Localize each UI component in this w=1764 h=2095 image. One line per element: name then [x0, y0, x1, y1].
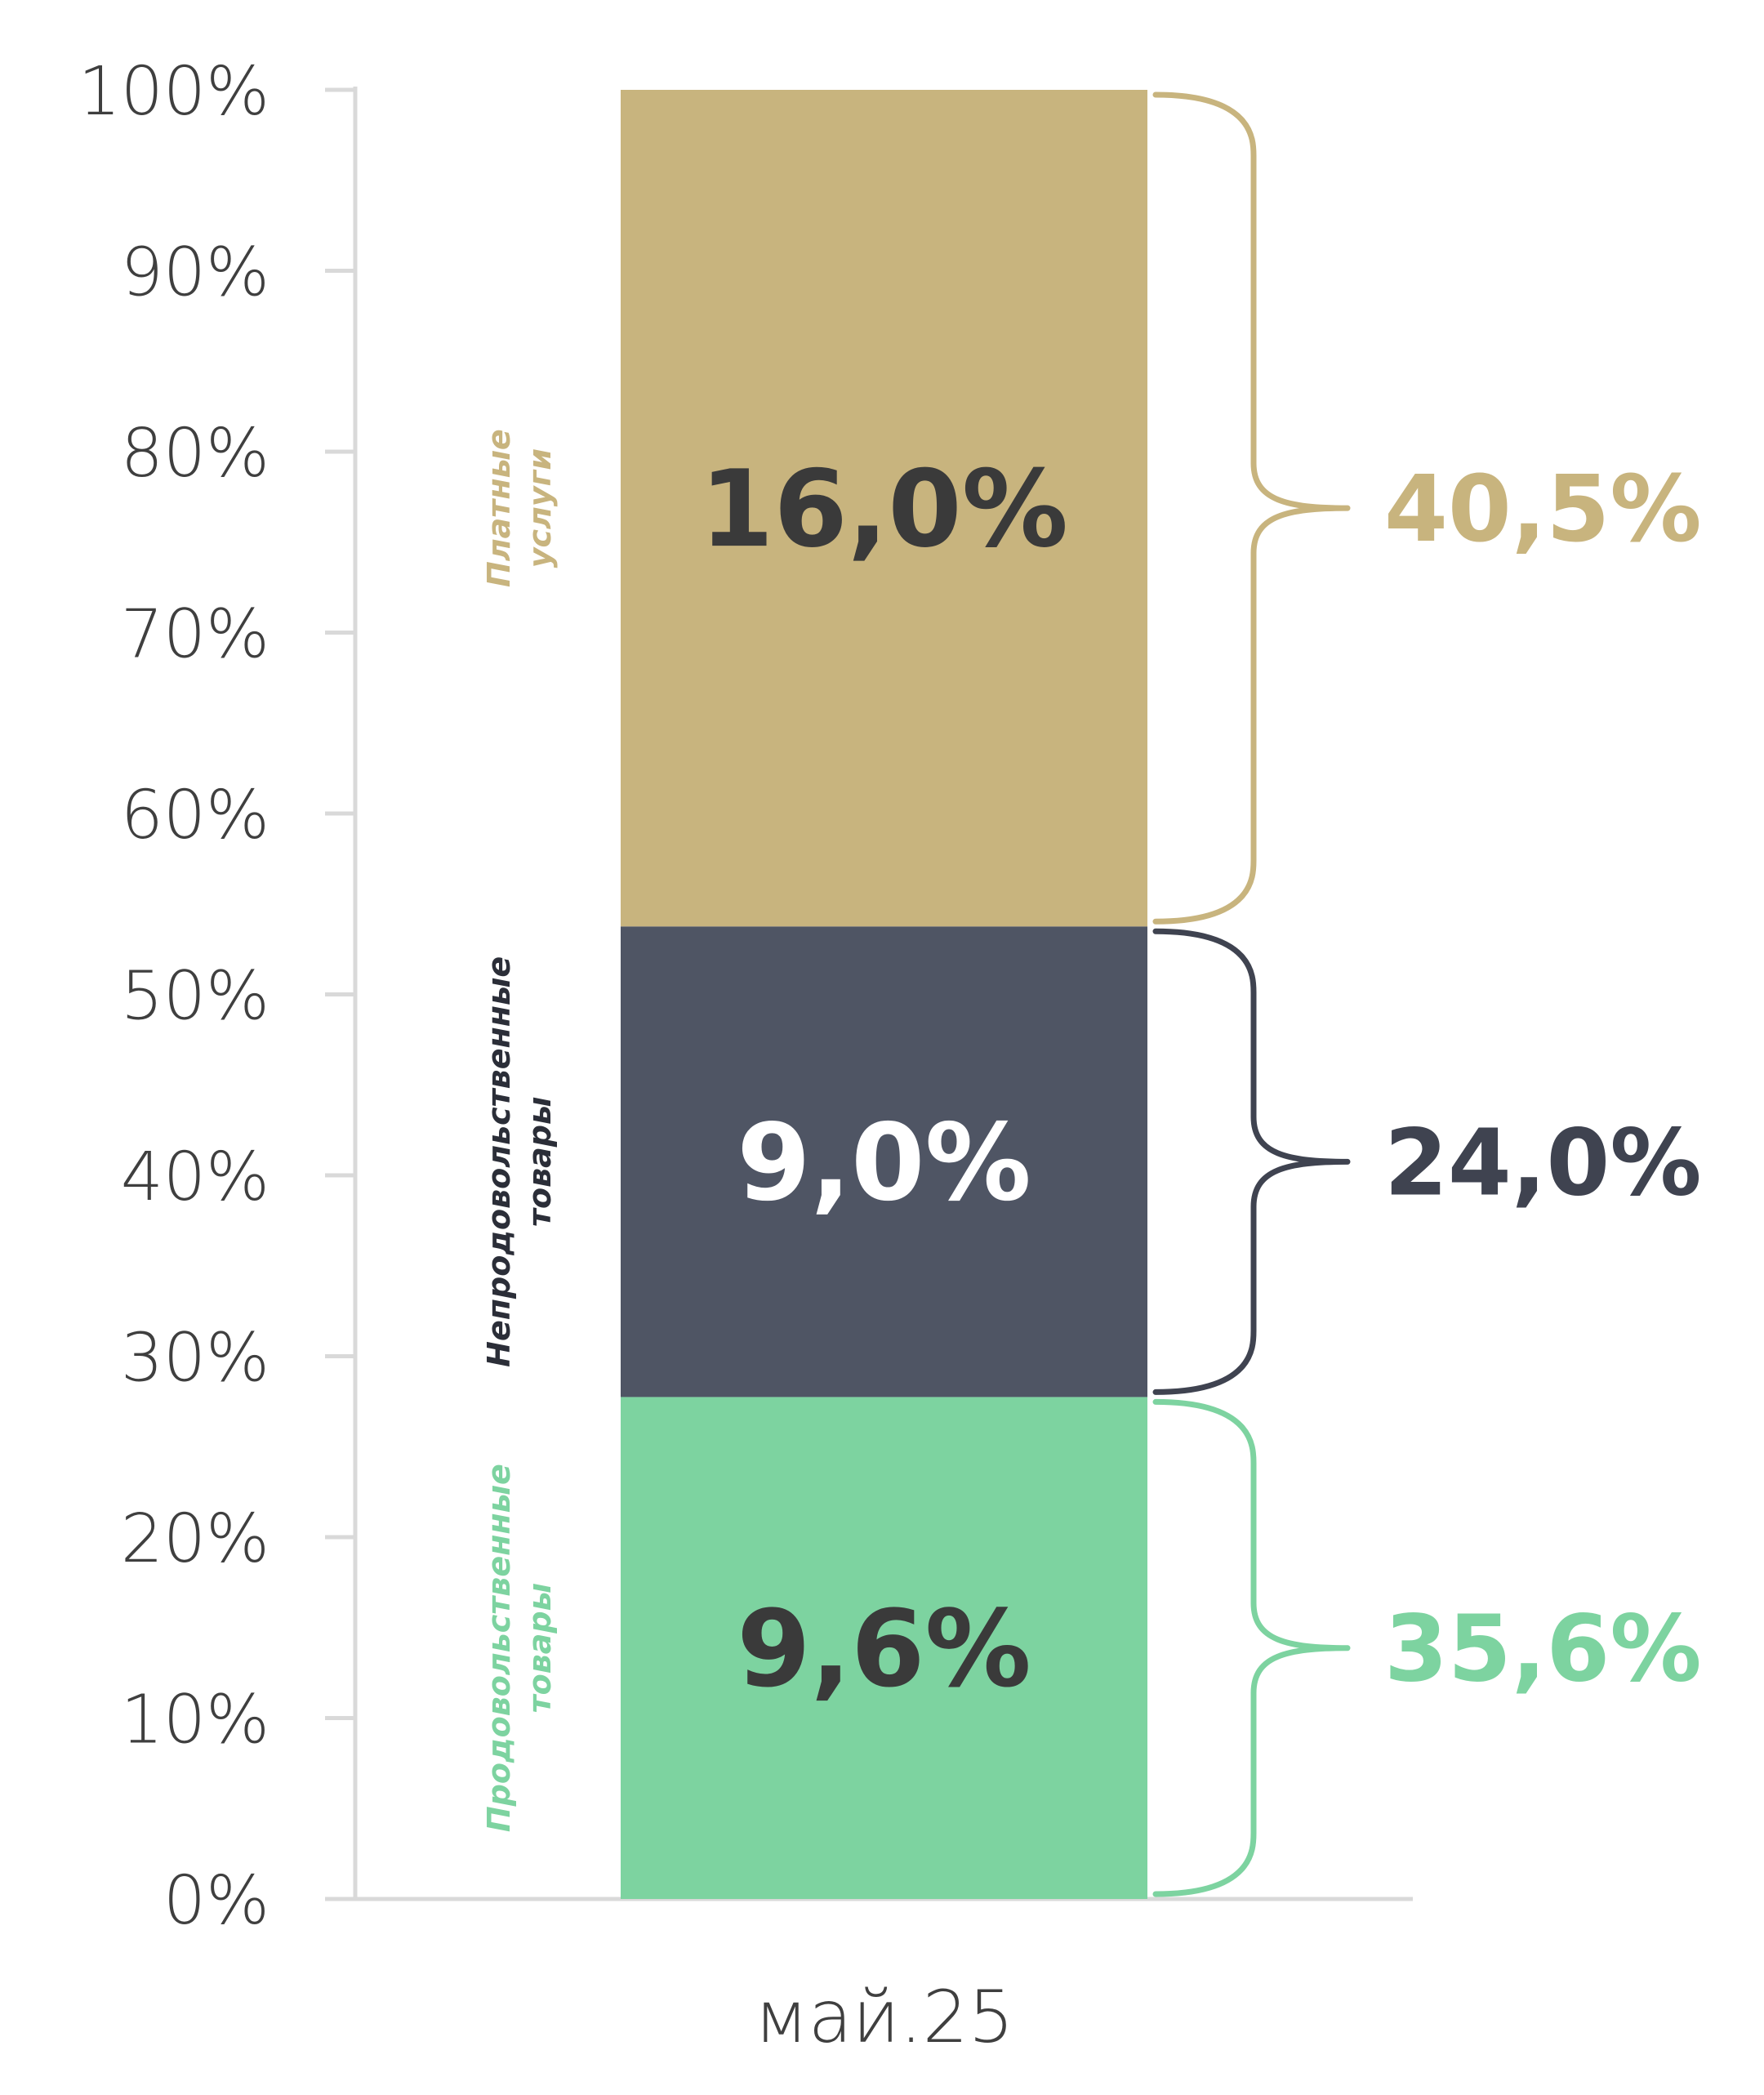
y-tick-label: 10%	[121, 1682, 270, 1759]
y-tick-label: 80%	[121, 415, 270, 493]
y-tick-label: 100%	[78, 53, 270, 131]
series-name-line: Непродовольственные	[481, 956, 517, 1367]
segment-share-label: 40,5%	[1384, 457, 1702, 563]
axis-layer: 0% 10% 20% 30% 40% 50% 60% 70% 80% 90% 100% май.25	[78, 53, 1413, 2059]
y-tick-label: 70%	[121, 596, 270, 674]
series-name-line: Платные	[481, 429, 517, 587]
series-name-line: товары	[522, 1097, 558, 1227]
segment-value-label: 9,6%	[737, 1587, 1031, 1711]
segment-brace	[1152, 928, 1351, 1395]
series-name-line: услуги	[522, 448, 558, 568]
segment-value-label: 16,0%	[700, 447, 1068, 571]
series-name-line: товары	[522, 1583, 558, 1713]
y-tick-label: 40%	[121, 1139, 270, 1216]
x-category-label: май.25	[754, 1975, 1013, 2059]
segment-value-label: 9,0%	[737, 1100, 1031, 1224]
y-tick-label: 90%	[121, 234, 270, 312]
y-tick-label: 50%	[121, 958, 270, 1036]
bar-segment	[621, 926, 1147, 1397]
segment-brace	[1152, 1398, 1351, 1897]
y-tick-label: 60%	[121, 777, 270, 854]
bar-segment	[621, 90, 1147, 927]
series-name-label: Непродовольственные товары	[481, 956, 558, 1367]
bar-segment	[621, 1397, 1147, 1899]
segment-share-label: 35,6%	[1384, 1597, 1702, 1703]
y-tick-label: 20%	[121, 1500, 270, 1578]
series-name-label: Платные услуги	[481, 429, 558, 587]
y-tick-label: 0%	[163, 1862, 270, 1940]
series-name-line: Продовольственные	[481, 1464, 517, 1832]
segment-share-label: 24,0%	[1384, 1110, 1702, 1216]
y-tick-label: 30%	[121, 1320, 270, 1397]
bar-layer	[621, 90, 1351, 1899]
segment-brace	[1152, 91, 1351, 925]
series-name-label: Продовольственные товары	[481, 1464, 558, 1832]
